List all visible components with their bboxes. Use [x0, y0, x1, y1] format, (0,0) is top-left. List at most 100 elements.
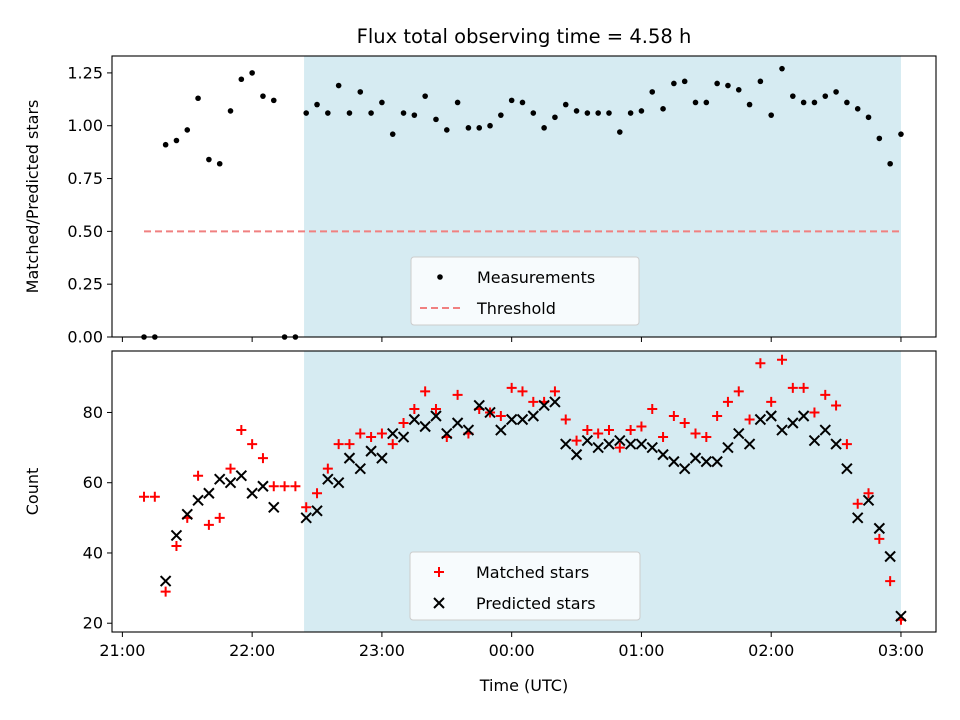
data-point: [366, 432, 377, 443]
data-point: [700, 455, 713, 468]
data-point: [443, 127, 450, 133]
data-point: [335, 82, 342, 89]
data-point: [195, 95, 201, 102]
data-point: [833, 89, 839, 95]
data-point: [506, 382, 517, 393]
data-point: [657, 448, 669, 461]
data-point: [779, 65, 785, 72]
data-point: [420, 386, 431, 397]
data-point: [344, 439, 355, 450]
data-point: [649, 89, 656, 95]
data-point: [660, 106, 666, 112]
data-point: [343, 452, 356, 464]
data-point: [528, 396, 539, 407]
data-point: [225, 463, 236, 474]
data-point: [593, 428, 604, 439]
data-point: [541, 125, 547, 131]
data-point: [398, 418, 409, 429]
data-point: [831, 400, 842, 411]
data-point: [854, 106, 861, 112]
data-point: [149, 491, 160, 502]
y-axis-label: Matched/Predicted stars: [23, 100, 42, 294]
data-point: [743, 438, 756, 450]
data-point: [301, 502, 312, 513]
data-point: [852, 512, 864, 524]
x-tick-label: 21:00: [99, 641, 145, 660]
data-point: [841, 439, 852, 450]
legend-label: Matched stars: [476, 563, 589, 582]
data-point: [257, 453, 268, 464]
data-point: [238, 76, 245, 83]
data-point: [314, 101, 320, 108]
data-point: [582, 425, 593, 436]
data-point: [290, 481, 301, 492]
data-point: [452, 389, 463, 400]
data-point: [820, 389, 831, 400]
data-point: [260, 93, 266, 99]
data-point: [487, 122, 493, 129]
data-point: [614, 434, 626, 447]
legend-label: Predicted stars: [476, 594, 596, 613]
data-point: [714, 80, 720, 87]
data-point: [206, 156, 212, 163]
series-2: [159, 396, 907, 622]
data-point: [268, 481, 279, 492]
data-point: [311, 505, 323, 517]
data-point: [462, 424, 475, 436]
data-point: [658, 432, 669, 443]
data-point: [768, 112, 774, 118]
legend: Matched stars Predicted stars: [409, 551, 641, 621]
data-point: [516, 413, 529, 426]
data-point: [681, 78, 688, 85]
data-point: [873, 522, 886, 535]
x-tick-label: 02:00: [748, 641, 794, 660]
x-tick-label: 03:00: [878, 641, 924, 660]
data-point: [495, 410, 506, 421]
y-tick-label: 60: [83, 473, 103, 492]
data-point: [216, 160, 223, 167]
data-point: [422, 93, 428, 99]
legend-marker: [434, 567, 444, 577]
data-point: [874, 533, 885, 544]
data-point: [895, 610, 907, 622]
legend-marker: [433, 597, 445, 609]
data-point: [725, 82, 731, 89]
data-point: [160, 586, 171, 597]
panel-1: 0.00 0.25 0.50 0.75 1.00 1.25 Flux total obser…: [23, 25, 937, 347]
data-point: [527, 410, 540, 422]
data-point: [800, 99, 807, 106]
y-tick-label: 0.00: [67, 328, 103, 347]
data-point: [181, 508, 193, 521]
data-point: [733, 386, 744, 397]
data-point: [592, 441, 604, 454]
data-point: [884, 550, 896, 563]
y-tick-label: 0.25: [67, 275, 103, 294]
data-point: [692, 99, 699, 106]
data-point: [603, 425, 614, 436]
data-point: [303, 110, 310, 116]
data-point: [433, 116, 439, 123]
data-point: [647, 403, 658, 414]
data-point: [322, 473, 334, 485]
data-point: [365, 445, 377, 457]
data-point: [354, 462, 366, 475]
data-point: [213, 473, 226, 485]
data-point: [735, 87, 742, 93]
data-point: [746, 101, 753, 108]
data-point: [841, 462, 853, 475]
data-point: [562, 101, 569, 108]
data-point: [530, 110, 537, 116]
data-point: [249, 70, 255, 76]
data-point: [224, 477, 237, 489]
data-point: [722, 441, 734, 454]
data-point: [376, 428, 387, 439]
x-tick-label: 01:00: [618, 641, 664, 660]
data-point: [797, 410, 810, 422]
data-point: [346, 110, 353, 116]
data-point: [701, 432, 712, 443]
data-point: [227, 108, 234, 114]
data-point: [754, 413, 767, 426]
data-point: [332, 477, 345, 489]
data-point: [625, 425, 636, 436]
